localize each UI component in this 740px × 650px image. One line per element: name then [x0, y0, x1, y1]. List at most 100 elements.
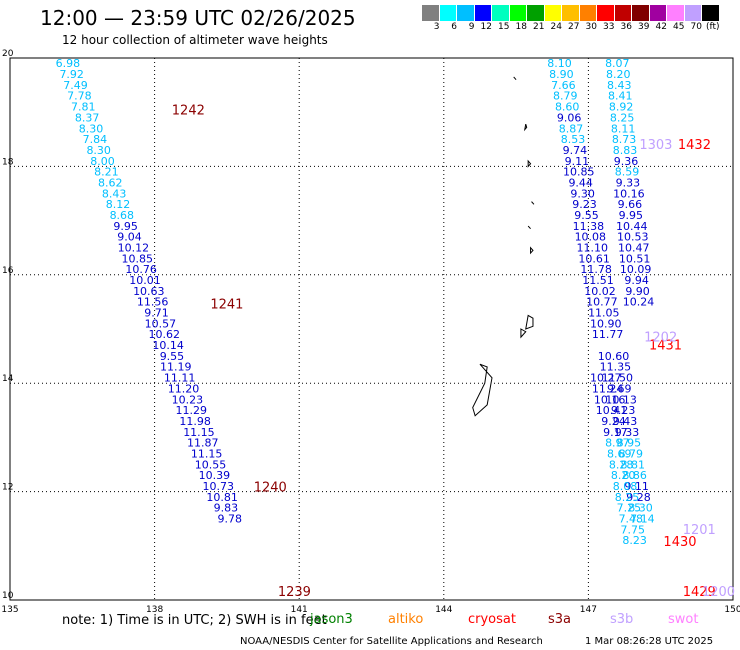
wave-height-value: 8.12: [106, 198, 131, 211]
wave-height-value: 10.77: [586, 296, 618, 309]
wave-height-value: 9.43: [613, 415, 638, 428]
wave-height-value: 10.51: [619, 252, 651, 265]
wave-height-value: 11.50: [602, 372, 634, 385]
island-outline: [513, 76, 517, 81]
wave-height-value: 11.24: [592, 382, 624, 395]
lat-tick-label: 20: [2, 49, 14, 59]
lat-tick-label: 14: [2, 374, 14, 384]
wave-height-value: 11.05: [588, 307, 620, 320]
island-outline: [527, 159, 532, 168]
wave-height-value: 11.77: [592, 328, 624, 341]
wave-height-value: 8.79: [619, 447, 644, 460]
wave-height-value: 7.14: [630, 512, 655, 525]
wave-height-value: 8.20: [611, 469, 636, 482]
lat-tick-label: 18: [2, 157, 14, 167]
colorbar-label: 39: [638, 22, 650, 32]
wave-height-value: 8.68: [110, 209, 135, 222]
wave-height-value: 8.86: [622, 469, 647, 482]
wave-height-value: 9.95: [113, 220, 138, 233]
wave-height-value: 8.97: [605, 437, 630, 450]
island-outline: [520, 328, 527, 339]
credit-line: NOAA/NESDIS Center for Satellite Applica…: [240, 636, 543, 647]
wave-height-value: 11.15: [183, 426, 215, 439]
wave-height-value: 10.09: [620, 263, 652, 276]
colorbar-swatch: [457, 5, 475, 21]
wave-height-value: 9.33: [615, 426, 640, 439]
colorbar-swatch: [509, 5, 527, 21]
wave-height-value: 8.00: [90, 155, 115, 168]
wave-height-value: 9.95: [619, 209, 644, 222]
wave-height-value: 10.47: [618, 241, 650, 254]
wave-height-value: 10.16: [613, 187, 645, 200]
colorbar-swatch: [614, 5, 632, 21]
wave-height-value: 10.57: [145, 317, 177, 330]
island-outline: [530, 246, 534, 255]
wave-height-value: 8.92: [609, 101, 634, 114]
colorbar-label: 6: [451, 22, 457, 32]
wave-height-value: 8.30: [86, 144, 111, 157]
wave-height-value: 11.78: [580, 263, 612, 276]
colorbar-swatch: [562, 5, 580, 21]
wave-height-value: 11.11: [164, 372, 196, 385]
wave-height-value: 8.28: [609, 458, 634, 471]
colorbar-swatch: [684, 5, 702, 21]
wave-height-value: 11.38: [573, 220, 605, 233]
wave-height-value: 7.49: [63, 79, 88, 92]
colorbar-swatch: [579, 5, 597, 21]
wave-height-value: 10.85: [121, 252, 153, 265]
colorbar-swatch: [474, 5, 492, 21]
wave-height-value: 9.55: [574, 209, 599, 222]
wave-height-value: 10.23: [172, 393, 204, 406]
colorbar-label: 42: [655, 22, 667, 32]
wave-height-value: 7.48: [619, 512, 644, 525]
wave-height-value: 9.83: [214, 502, 239, 515]
wave-height-value: 9.36: [614, 155, 639, 168]
wave-height-value: 10.44: [616, 220, 648, 233]
wave-height-value: 8.43: [607, 79, 632, 92]
wave-height-value: 8.79: [553, 90, 578, 103]
wave-height-value: 10.12: [118, 241, 150, 254]
wave-height-value: 9.94: [624, 274, 649, 287]
colorbar-swatch: [544, 5, 562, 21]
track-id-label: 1429: [683, 585, 716, 600]
island-outline: [472, 363, 493, 417]
wave-height-value: 8.21: [94, 166, 119, 179]
wave-height-value: 8.43: [102, 187, 127, 200]
wave-height-value: 8.60: [555, 101, 580, 114]
lon-tick-label: 141: [291, 605, 308, 615]
wave-height-value: 9.90: [625, 285, 650, 298]
wave-height-value: 7.84: [83, 133, 108, 146]
legend-cryosat: cryosat: [468, 612, 516, 627]
wave-height-value: 8.73: [612, 133, 637, 146]
colorbar-label: (ft): [705, 22, 720, 32]
island-outline: [527, 225, 531, 230]
wave-height-value: 10.01: [129, 274, 161, 287]
track-id-label: 1242: [172, 103, 205, 118]
wave-height-value: 10.60: [598, 350, 630, 363]
wave-height-value: 11.98: [179, 415, 211, 428]
wave-height-value: 8.25: [615, 491, 640, 504]
wave-height-value: 8.90: [549, 68, 574, 81]
wave-height-value: 9.24: [601, 415, 626, 428]
wave-height-value: 8.25: [610, 111, 635, 124]
wave-height-value: 11.15: [191, 447, 223, 460]
wave-height-value: 8.62: [98, 176, 123, 189]
legend-s3a: s3a: [548, 612, 572, 627]
wave-height-value: 11.51: [582, 274, 614, 287]
wave-height-value: 9.66: [618, 198, 643, 211]
wave-height-value: 6.98: [56, 57, 81, 70]
colorbar-swatch: [667, 5, 685, 21]
wave-height-value: 7.75: [620, 523, 645, 536]
wave-height-value: 9.11: [624, 480, 649, 493]
wave-height-value: 10.41: [596, 404, 628, 417]
legend-s3b: s3b: [610, 612, 634, 627]
map-subtitle: 12 hour collection of altimeter wave hei…: [62, 33, 328, 47]
track-id-label: 1202: [644, 330, 677, 345]
colorbar-label: 27: [568, 22, 580, 32]
wave-height-value: 9.74: [563, 144, 588, 157]
track-id-label: 1200: [702, 585, 735, 600]
lon-tick-label: 147: [580, 605, 597, 615]
colorbar-label: 24: [550, 22, 562, 32]
wave-height-value: 8.69: [607, 447, 632, 460]
